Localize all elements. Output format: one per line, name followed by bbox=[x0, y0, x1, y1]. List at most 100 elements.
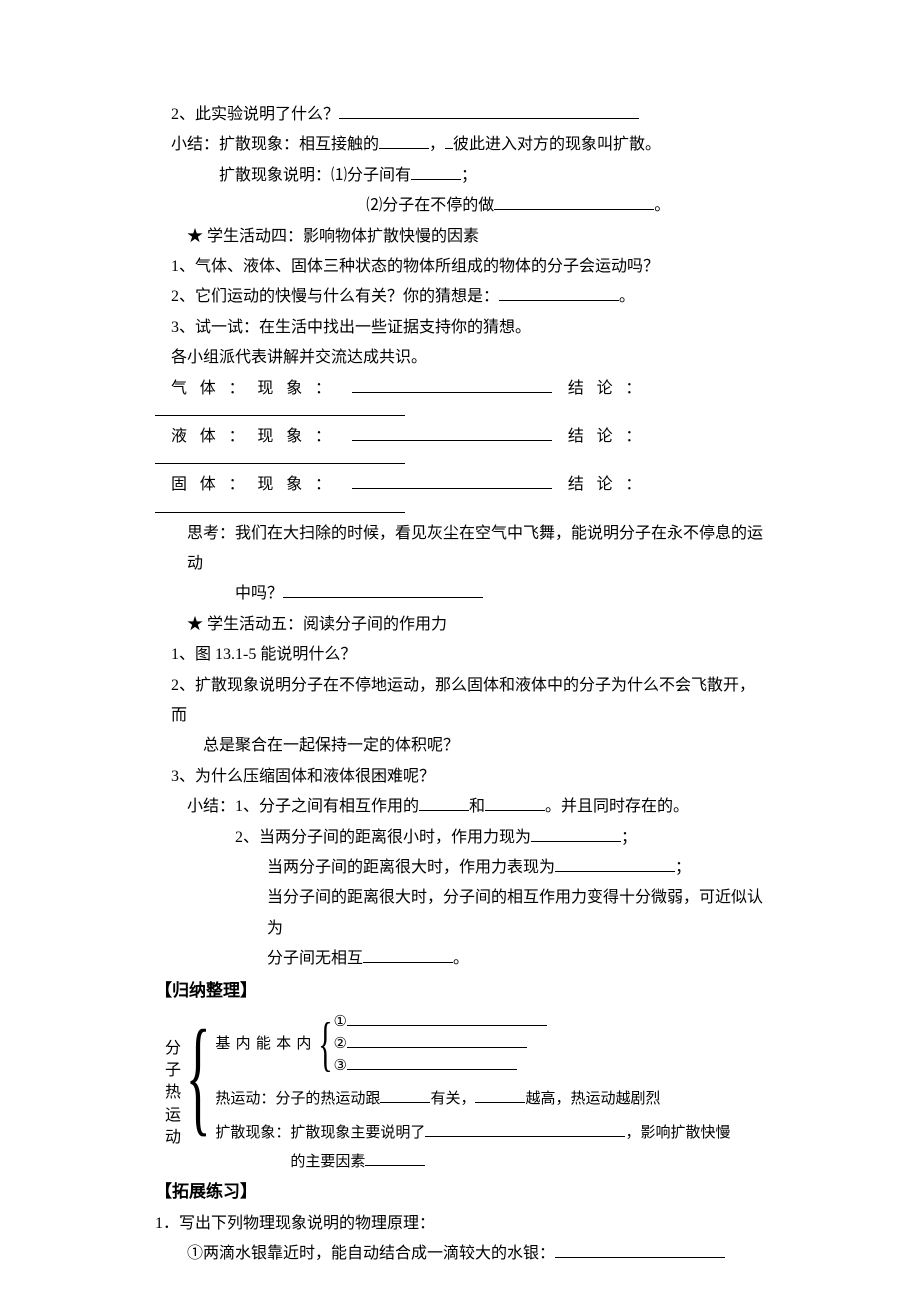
summary-explain-2: ⑵分子在不停的做 。 bbox=[155, 191, 765, 221]
q2-text: 2、此实验说明了什么？ bbox=[171, 106, 339, 123]
list-item: ① bbox=[334, 1011, 547, 1033]
activity-4-title: ★ 学生活动四：影响物体扩散快慢的因素 bbox=[155, 222, 765, 252]
diagram-row3b: 的主要因素 bbox=[215, 1148, 730, 1177]
blank bbox=[555, 856, 675, 872]
blank bbox=[339, 103, 639, 119]
blank bbox=[419, 795, 469, 811]
sum1a: 小结：扩散现象：相互接触的 bbox=[171, 136, 379, 153]
diff-a: 扩散现象：扩散现象主要说明了 bbox=[215, 1125, 425, 1141]
s1c: 。并且同时存在的。 bbox=[545, 798, 689, 815]
p2b: 。 bbox=[619, 288, 635, 305]
c2: ② bbox=[334, 1034, 347, 1055]
act4-q1: 1、气体、液体、固体三种状态的物体所组成的物体的分子会运动吗？ bbox=[155, 252, 765, 282]
vchar: 热 bbox=[165, 1082, 181, 1104]
underline bbox=[155, 501, 405, 513]
diagram: 分 子 热 运 动 { 基内能本内 { ① ② ③ 热运动：分子的热运动跟 有关，… bbox=[155, 1011, 765, 1177]
gas-label: 气体：现象： bbox=[171, 380, 344, 397]
vchar: 子 bbox=[165, 1060, 181, 1082]
s4c: 。 bbox=[453, 950, 469, 967]
c3: ③ bbox=[334, 1056, 347, 1077]
conclusion-label: 结论： bbox=[568, 428, 654, 445]
activity-5-title: ★ 学生活动五：阅读分子间的作用力 bbox=[155, 610, 765, 640]
diagram-row2: 热运动：分子的热运动跟 有关， 越高，热运动越剧烈 bbox=[215, 1085, 730, 1114]
blank bbox=[363, 947, 453, 963]
s2b: ； bbox=[621, 829, 637, 846]
row-gas: 气体：现象： 结论： bbox=[155, 374, 765, 404]
sum1b: ， bbox=[429, 136, 445, 153]
brace-small-icon: { bbox=[318, 1014, 332, 1074]
blank bbox=[347, 1033, 527, 1048]
act4-share: 各小组派代表讲解并交流达成共识。 bbox=[155, 343, 765, 373]
act4-q2: 2、它们运动的快慢与什么有关？你的猜想是： 。 bbox=[155, 282, 765, 312]
heat-c: 越高，热运动越剧烈 bbox=[525, 1091, 660, 1107]
act4-q3: 3、试一试：在生活中找出一些证据支持你的猜想。 bbox=[155, 313, 765, 343]
list-item: ③ bbox=[334, 1055, 547, 1077]
summary2-3: 当两分子间的距离很大时，作用力表现为； bbox=[155, 853, 765, 883]
ex1a: ①两滴水银靠近时，能自动结合成一滴较大的水银： bbox=[187, 1245, 555, 1262]
act5-q2b: 总是聚合在一起保持一定的体积呢？ bbox=[155, 731, 765, 761]
act5-q2a: 2、扩散现象说明分子在不停地运动，那么固体和液体中的分子为什么不会飞散开，而 bbox=[155, 671, 765, 732]
blank bbox=[531, 826, 621, 842]
sum2b: ； bbox=[461, 167, 477, 184]
s1b: 和 bbox=[469, 798, 485, 815]
summary-diffusion: 小结：扩散现象：相互接触的 ， 彼此进入对方的现象叫扩散。 bbox=[155, 130, 765, 160]
blank bbox=[352, 425, 552, 441]
diagram-row1: 基内能本内 { ① ② ③ bbox=[215, 1011, 730, 1077]
vchar: 运 bbox=[165, 1105, 181, 1127]
s1a: 小结：1、分子之间有相互作用的 bbox=[187, 798, 419, 815]
sum3b: 。 bbox=[654, 197, 670, 214]
s2a: 2、当两分子间的距离很小时，作用力现为 bbox=[235, 829, 531, 846]
vchar: 动 bbox=[165, 1127, 181, 1149]
diagram-row3: 扩散现象：扩散现象主要说明了 ，影响扩散快慢 bbox=[215, 1119, 730, 1148]
liq-label: 液体：现象： bbox=[171, 428, 344, 445]
summary2-4a: 当分子间的距离很大时，分子间的相互作用力变得十分微弱，可近似认为 bbox=[155, 883, 765, 944]
blank bbox=[475, 1088, 525, 1103]
row-liquid: 液体：现象： 结论： bbox=[155, 422, 765, 452]
think-line2: 中吗？ bbox=[155, 579, 765, 609]
sum2a: 扩散现象说明：⑴分子间有 bbox=[219, 167, 411, 184]
exercise-1: 1．写出下列物理现象说明的物理原理： bbox=[155, 1209, 765, 1239]
diff-c: 的主要因素 bbox=[290, 1154, 365, 1170]
heat-b: 有关， bbox=[430, 1091, 475, 1107]
s4b: 分子间无相互 bbox=[267, 950, 363, 967]
heat-a: 热运动：分子的热运动跟 bbox=[215, 1091, 380, 1107]
sum3a: ⑵分子在不停的做 bbox=[366, 197, 494, 214]
blank bbox=[555, 1242, 725, 1258]
blank bbox=[499, 285, 619, 301]
p2a: 2、它们运动的快慢与什么有关？你的猜想是： bbox=[171, 288, 499, 305]
list-item: ② bbox=[334, 1033, 547, 1055]
blank bbox=[352, 473, 552, 489]
blank bbox=[379, 133, 429, 149]
summary2-4b: 分子间无相互 。 bbox=[155, 944, 765, 974]
blank bbox=[425, 1122, 625, 1137]
heading-exercise: 【拓展练习】 bbox=[155, 1176, 765, 1208]
blank bbox=[411, 164, 461, 180]
underline bbox=[155, 452, 405, 464]
vchar: 分 bbox=[165, 1038, 181, 1060]
heading-summary: 【归纳整理】 bbox=[155, 975, 765, 1007]
blank bbox=[352, 377, 552, 393]
think2: 中吗？ bbox=[235, 585, 283, 602]
summary2-1: 小结：1、分子之间有相互作用的 和 。并且同时存在的。 bbox=[155, 792, 765, 822]
act5-q1: 1、图 13.1-5 能说明什么？ bbox=[155, 640, 765, 670]
blank bbox=[347, 1011, 547, 1026]
s3b: ； bbox=[675, 859, 691, 876]
summary-explain-1: 扩散现象说明：⑴分子间有 ； bbox=[155, 161, 765, 191]
blank bbox=[347, 1055, 517, 1070]
diagram-left-label: 分 子 热 运 动 bbox=[155, 1011, 181, 1177]
blank bbox=[485, 795, 545, 811]
circled-list: ① ② ③ bbox=[334, 1011, 547, 1077]
blank bbox=[365, 1151, 425, 1166]
ji-label: 基内能本内 bbox=[215, 1030, 316, 1059]
sum1c: 彼此进入对方的现象叫扩散。 bbox=[453, 136, 661, 153]
conclusion-label: 结论： bbox=[568, 476, 654, 493]
blank bbox=[380, 1088, 430, 1103]
sol-label: 固体：现象： bbox=[171, 476, 344, 493]
underline bbox=[155, 404, 405, 416]
diff-b: ，影响扩散快慢 bbox=[625, 1125, 730, 1141]
c1: ① bbox=[334, 1012, 347, 1033]
brace-left-icon: { bbox=[186, 1011, 211, 1177]
question-2: 2、此实验说明了什么？ bbox=[155, 100, 765, 130]
blank bbox=[445, 133, 453, 149]
summary2-2: 2、当两分子间的距离很小时，作用力现为 ； bbox=[155, 823, 765, 853]
